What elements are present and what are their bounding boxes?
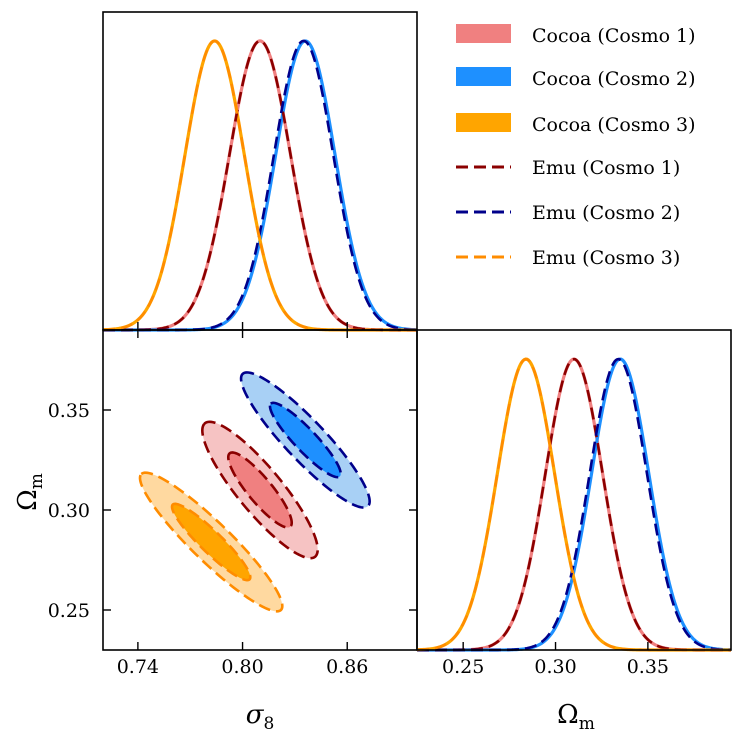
omegam-x-tick-label: 0.35 bbox=[627, 656, 669, 678]
cocoa-cosmo-3-emu-inner-contour bbox=[170, 502, 252, 582]
omegam-x-tick-label: 0.30 bbox=[534, 656, 576, 678]
sigma8-tick-label: 0.74 bbox=[117, 656, 159, 678]
legend-label-cocoa-cosmo1: Cocoa (Cosmo 1) bbox=[532, 25, 696, 47]
sigma8-marginal-emu-cosmo-1-curve bbox=[103, 39, 417, 332]
sigma8-marginal-emu-cosmo-2-curve bbox=[103, 39, 418, 332]
omegam-marginal-cocoa-cosmo-3-curve bbox=[416, 357, 731, 652]
sigma8-curves bbox=[102, 39, 418, 332]
sigma8-tick-label: 0.86 bbox=[326, 656, 368, 678]
sigma8-marginal-cocoa-cosmo-1-curve bbox=[103, 39, 417, 332]
sigma8-omegam-panel: 0.74 0.80 0.86 0.25 0.30 0.35 σ8 Ωm bbox=[13, 329, 418, 734]
legend-swatch-cocoa-cosmo1 bbox=[456, 24, 511, 43]
omegam-subscript-y: m bbox=[27, 473, 47, 489]
legend-label-emu-cosmo3: Emu (Cosmo 3) bbox=[532, 247, 680, 269]
omegam-tick-labels: 0.25 0.30 0.35 bbox=[48, 400, 90, 622]
sigma8-marginal-frame bbox=[102, 11, 418, 331]
sigma8-marginal-ticks bbox=[137, 322, 348, 330]
contour-ticks bbox=[103, 330, 417, 650]
legend-label-cocoa-cosmo2: Cocoa (Cosmo 2) bbox=[532, 68, 696, 90]
sigma8-tick-label: 0.80 bbox=[221, 656, 263, 678]
cocoa-cosmo-2-emu-outer-contour bbox=[239, 371, 371, 509]
omegam-y-tick-label: 0.25 bbox=[48, 600, 90, 622]
sigma8-marginal-cocoa-cosmo-2-curve bbox=[103, 39, 418, 332]
legend: Cocoa (Cosmo 1) Cocoa (Cosmo 2) Cocoa (C… bbox=[456, 24, 696, 269]
legend-swatch-cocoa-cosmo3 bbox=[456, 113, 511, 132]
omegam-y-tick-label: 0.30 bbox=[48, 500, 90, 522]
cocoa-cosmo-1-emu-inner-contour bbox=[226, 451, 294, 529]
omegam-axis-label-x: Ωm bbox=[557, 700, 595, 734]
legend-label-emu-cosmo1: Emu (Cosmo 1) bbox=[532, 157, 680, 179]
omegam-symbol-x: Ω bbox=[557, 700, 579, 730]
sigma8-marginal-emu-cosmo-3-curve bbox=[102, 39, 417, 332]
cocoa-cosmo-2-inner-contour bbox=[269, 402, 341, 478]
omegam-marginal-ticks bbox=[462, 642, 649, 650]
omegam-marginal-frame bbox=[416, 329, 732, 651]
contour-group bbox=[138, 371, 371, 613]
legend-label-emu-cosmo2: Emu (Cosmo 2) bbox=[532, 202, 680, 224]
omegam-subscript-x: m bbox=[579, 714, 595, 734]
cocoa-cosmo-1-emu-outer-contour bbox=[201, 420, 319, 560]
sigma8-axis-label: σ8 bbox=[246, 700, 275, 734]
omegam-marginal-cocoa-cosmo-1-curve bbox=[417, 357, 731, 652]
omegam-marginal-emu-cosmo-3-curve bbox=[416, 357, 731, 652]
omegam-axis-label-y: Ωm bbox=[13, 473, 47, 511]
cocoa-cosmo-3-inner-contour bbox=[172, 503, 251, 581]
omegam-marginal-panel: 0.25 0.30 0.35 Ωm bbox=[416, 329, 732, 734]
omegam-marginal-emu-cosmo-2-curve bbox=[417, 357, 732, 652]
sigma8-symbol: σ bbox=[246, 700, 265, 730]
cocoa-cosmo-1-inner-contour bbox=[228, 452, 292, 528]
sigma8-tick-labels: 0.74 0.80 0.86 bbox=[117, 656, 369, 678]
legend-label-cocoa-cosmo3: Cocoa (Cosmo 3) bbox=[532, 114, 696, 136]
sigma8-subscript: 8 bbox=[263, 714, 274, 734]
sigma8-marginal-cocoa-cosmo-3-curve bbox=[102, 39, 417, 332]
omegam-x-tick-label: 0.25 bbox=[442, 656, 484, 678]
sigma8-marginal-panel bbox=[102, 11, 418, 332]
legend-swatch-cocoa-cosmo2 bbox=[456, 67, 511, 86]
omegam-marginal-cocoa-cosmo-2-curve bbox=[417, 357, 732, 652]
omegam-marginal-emu-cosmo-1-curve bbox=[417, 357, 731, 652]
cocoa-cosmo-3-emu-outer-contour bbox=[138, 471, 284, 613]
omegam-y-tick-label: 0.35 bbox=[48, 400, 90, 422]
omegam-symbol-y: Ω bbox=[13, 489, 43, 511]
cocoa-cosmo-2-emu-inner-contour bbox=[268, 401, 343, 479]
omegam-curves bbox=[416, 357, 732, 652]
omegam-x-tick-labels: 0.25 0.30 0.35 bbox=[442, 656, 669, 678]
